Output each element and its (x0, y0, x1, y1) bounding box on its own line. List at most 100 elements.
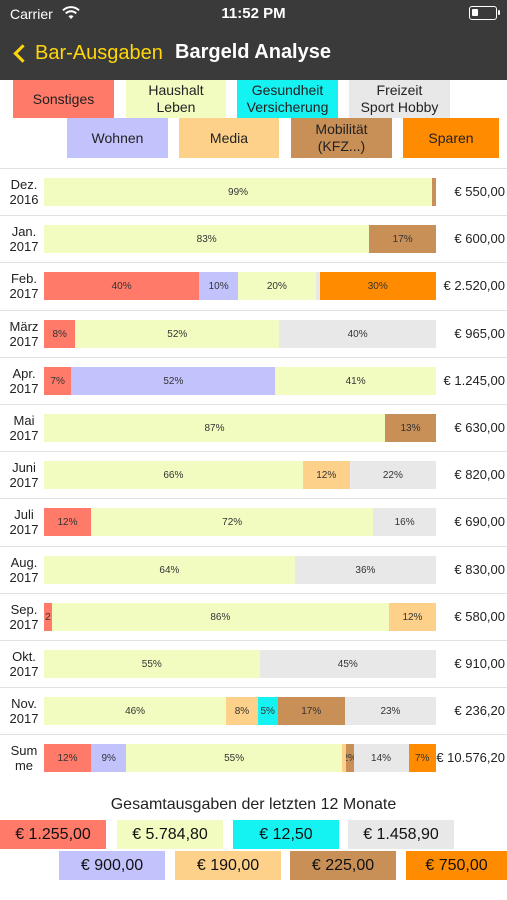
bar-segment-sparen: 30% (319, 272, 436, 300)
bar-segment-haushalt: 52% (75, 320, 280, 348)
legend-button-wohnen[interactable]: Wohnen (67, 118, 168, 158)
wifi-icon (62, 6, 80, 19)
total-media: € 190,00 (175, 851, 281, 880)
row-month-label: Jan. 2017 (9, 224, 39, 254)
row-amount: € 580,00 (454, 609, 505, 624)
row-separator (0, 593, 507, 594)
row-separator (0, 734, 507, 735)
row-amount: € 10.576,20 (436, 750, 505, 765)
bar-segment-mobilitaet: 17% (277, 697, 345, 725)
row-month-label: Dez. 2016 (9, 177, 39, 207)
bar-segment-haushalt: 55% (126, 744, 342, 772)
row-month-label: Apr. 2017 (9, 366, 39, 396)
bar-segment-sonstiges: 2 (44, 603, 52, 631)
legend-button-freizeit[interactable]: Freizeit Sport Hobby (349, 80, 450, 118)
row-separator (0, 404, 507, 405)
legend-button-gesundheit[interactable]: Gesundheit Versicherung (237, 80, 338, 118)
bar-segment-sparen: 7% (408, 744, 436, 772)
total-wohnen: € 900,00 (59, 851, 165, 880)
bar-segment-haushalt: 64% (44, 556, 295, 584)
total-sparen: € 750,00 (406, 851, 507, 880)
stacked-bar[interactable]: 99% (44, 178, 436, 206)
bar-segment-freizeit: 36% (294, 556, 436, 584)
bar-segment-wohnen: 10% (199, 272, 239, 300)
bar-segment-freizeit: 40% (279, 320, 436, 348)
bar-segment-sonstiges: 12% (44, 744, 92, 772)
bar-segment-haushalt: 99% (44, 178, 433, 206)
bar-segment-wohnen: 9% (91, 744, 127, 772)
row-amount: € 600,00 (454, 231, 505, 246)
legend-label: Mobilität (KFZ...) (315, 121, 368, 154)
row-amount: € 820,00 (454, 467, 505, 482)
row-month-label: Nov. 2017 (9, 696, 39, 726)
bar-segment-haushalt: 72% (91, 508, 374, 536)
row-month-label: Juli 2017 (9, 507, 39, 537)
row-amount: € 965,00 (454, 326, 505, 341)
bar-segment-wohnen: 52% (71, 367, 276, 395)
bar-segment-media: 12% (302, 461, 350, 489)
carrier-label: Carrier (10, 6, 53, 22)
bar-segment-haushalt: 86% (51, 603, 389, 631)
bar-segment-media (341, 744, 346, 772)
total-mobilitaet: € 225,00 (290, 851, 396, 880)
row-month-label: Sum me (10, 743, 38, 773)
bar-segment-haushalt: 41% (275, 367, 436, 395)
row-amount: € 690,00 (454, 514, 505, 529)
row-amount: € 236,20 (454, 703, 505, 718)
bar-segment-haushalt: 66% (44, 461, 303, 489)
bar-segment-haushalt: 83% (44, 225, 370, 253)
legend-label: Wohnen (91, 129, 144, 146)
row-amount: € 830,00 (454, 562, 505, 577)
row-amount: € 630,00 (454, 420, 505, 435)
row-month-label: Sep. 2017 (9, 602, 39, 632)
bar-segment-haushalt: 20% (238, 272, 316, 300)
bar-segment-media: 12% (388, 603, 436, 631)
page-title: Bargeld Analyse (175, 41, 331, 63)
stacked-bar[interactable]: 66% 12% 22% (44, 461, 436, 489)
stacked-bar[interactable]: 55% 45% (44, 650, 436, 678)
row-month-label: Aug. 2017 (9, 555, 39, 585)
back-button[interactable]: Bar-Ausgaben (12, 36, 163, 70)
legend-label: Freizeit Sport Hobby (360, 82, 439, 115)
row-amount: € 2.520,00 (443, 278, 505, 293)
stacked-bar[interactable]: 2 86% 12% (44, 603, 436, 631)
stacked-bar[interactable]: 83% 17% (44, 225, 436, 253)
stacked-bar[interactable]: 8% 52% 40% (44, 320, 436, 348)
bar-segment-mobilitaet: 2% (345, 744, 354, 772)
stacked-bar[interactable]: 64% 36% (44, 556, 436, 584)
bar-segment-haushalt: 46% (44, 697, 227, 725)
totals-title: Gesamtausgaben der letzten 12 Monate (110, 796, 397, 813)
legend-label: Gesundheit Versicherung (246, 82, 329, 115)
row-amount: € 910,00 (454, 656, 505, 671)
bar-segment-freizeit: 22% (349, 461, 436, 489)
stacked-bar[interactable]: 7% 52% 41% (44, 367, 436, 395)
stacked-bar[interactable]: 87% 13% (44, 414, 436, 442)
navigation-bar: Bar-Ausgaben Bargeld Analyse (0, 30, 507, 76)
bar-segment-sonstiges: 8% (44, 320, 76, 348)
row-separator (0, 357, 507, 358)
bar-segment-haushalt: 87% (44, 414, 386, 442)
stacked-bar[interactable]: 12%9%55%2%14%7% (44, 744, 436, 772)
total-haushalt: € 5.784,80 (117, 820, 223, 849)
status-bar: Carrier 11:52 PM (0, 0, 507, 28)
legend-button-media[interactable]: Media (179, 118, 279, 158)
battery-icon (469, 6, 500, 20)
row-separator (0, 640, 507, 641)
row-month-label: Juni 2017 (9, 460, 39, 490)
legend-button-mobilitaet[interactable]: Mobilität (KFZ...) (291, 118, 392, 158)
bar-segment-mobilitaet (432, 178, 436, 206)
row-month-label: Okt. 2017 (9, 649, 39, 679)
row-separator (0, 451, 507, 452)
stacked-bar[interactable]: 46% 8% 5% 17% 23% (44, 697, 436, 725)
legend-button-haushalt[interactable]: Haushalt Leben (126, 80, 226, 118)
row-separator (0, 546, 507, 547)
bar-segment-haushalt: 55% (44, 650, 260, 678)
stacked-bar[interactable]: 40% 10% 20% 30% (44, 272, 436, 300)
legend-button-sparen[interactable]: Sparen (403, 118, 499, 158)
stacked-bar[interactable]: 12% 72% 16% (44, 508, 436, 536)
legend-button-sonstiges[interactable]: Sonstiges (13, 80, 114, 118)
row-amount: € 1.245,00 (443, 373, 505, 388)
row-month-label: Mai 2017 (9, 413, 39, 443)
chevron-left-icon (13, 43, 32, 63)
